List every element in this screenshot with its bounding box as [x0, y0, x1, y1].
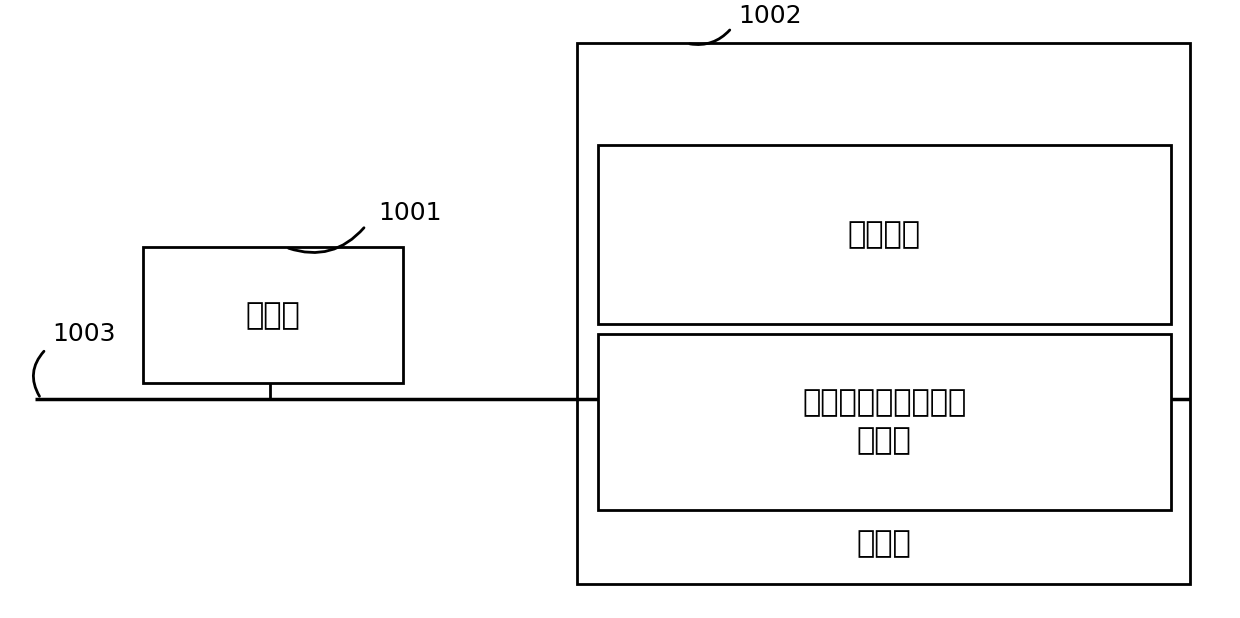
Bar — [598, 145, 1171, 324]
Text: 存储器: 存储器 — [856, 530, 911, 558]
Text: 操作系统: 操作系统 — [848, 221, 920, 250]
Bar — [143, 247, 403, 383]
Text: 1001: 1001 — [378, 201, 441, 226]
Text: 1002: 1002 — [738, 4, 801, 28]
Bar — [577, 43, 1190, 584]
Text: 1003: 1003 — [52, 322, 115, 345]
Text: 空调器系统的快捷控
制程序: 空调器系统的快捷控 制程序 — [802, 388, 966, 455]
Bar — [598, 334, 1171, 510]
Text: 处理器: 处理器 — [246, 301, 300, 330]
